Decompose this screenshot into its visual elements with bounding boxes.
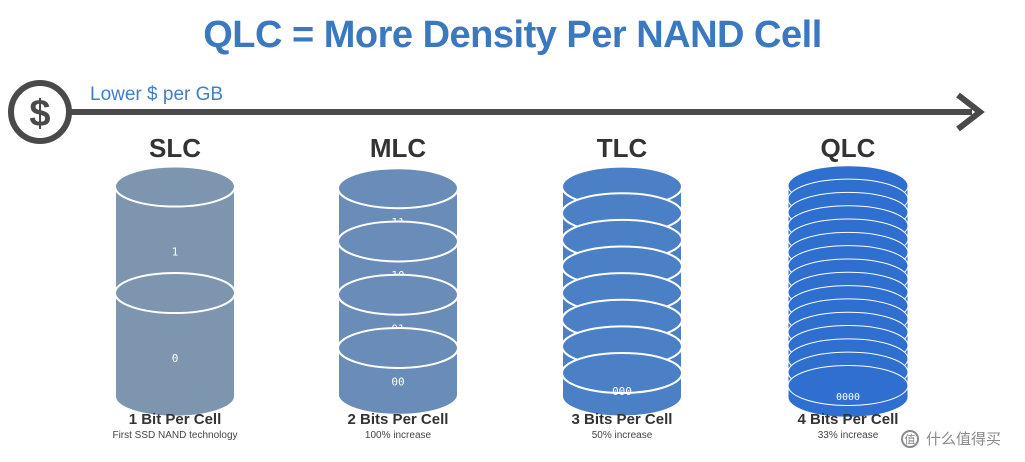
cell-type-qlc: QLC [820, 133, 876, 163]
bit-level-label: 0000 [836, 392, 860, 403]
segment-top [337, 273, 459, 316]
cylinder-segment: 000 [561, 351, 683, 418]
segment-top [561, 351, 683, 394]
cell-type-mlc: MLC [369, 133, 427, 163]
bits-per-cell-caption: 3 Bits Per Cell [571, 411, 673, 428]
cylinder-tlc: 111110101100011010001000 [561, 165, 683, 418]
watermark-logo-icon: 值 [901, 430, 919, 448]
svg-text:$: $ [29, 93, 50, 135]
segment-top [114, 272, 236, 314]
cylinder-slc: 10 [114, 165, 236, 418]
cylinder-segment: 0 [114, 272, 236, 418]
segment-top [337, 167, 459, 210]
bits-per-cell-caption: 2 Bits Per Cell [347, 411, 449, 428]
segment-top [337, 326, 459, 369]
cylinder-segment: 0000 [787, 364, 909, 418]
increase-subcaption: First SSD NAND technology [112, 430, 238, 441]
segment-body [114, 292, 236, 418]
cylinders-group: 1011100100111110101100011010001000111111… [114, 165, 909, 418]
increase-subcaption: 50% increase [591, 430, 653, 441]
cell-type-slc: SLC [149, 133, 201, 163]
page-title: QLC = More Density Per NAND Cell [203, 14, 822, 56]
cylinder-segment: 00 [337, 326, 459, 416]
svg-text:值: 值 [905, 433, 916, 446]
cylinder-mlc: 11100100 [337, 167, 459, 416]
watermark-text: 什么值得买 [926, 431, 1002, 448]
segment-top [337, 220, 459, 263]
arrow-right-icon [956, 92, 985, 132]
segment-top [787, 364, 909, 406]
cylinder-qlc: 1111111011011100101110101001100001110110… [787, 165, 909, 418]
bits-per-cell-caption: 4 Bits Per Cell [797, 411, 899, 428]
bit-level-label: 000 [612, 385, 632, 398]
cell-type-tlc: TLC [596, 133, 648, 163]
bit-level-label: 1 [172, 245, 179, 258]
dollar-circle-icon: $ [8, 80, 72, 144]
scale-label: Lower $ per GB [90, 84, 224, 105]
bit-level-label: 0 [172, 352, 179, 365]
bit-level-label: 00 [391, 376, 404, 389]
increase-subcaption: 33% increase [817, 430, 879, 441]
segment-top [114, 165, 236, 208]
bits-per-cell-caption: 1 Bit Per Cell [128, 411, 222, 428]
increase-subcaption: 100% increase [364, 430, 432, 441]
